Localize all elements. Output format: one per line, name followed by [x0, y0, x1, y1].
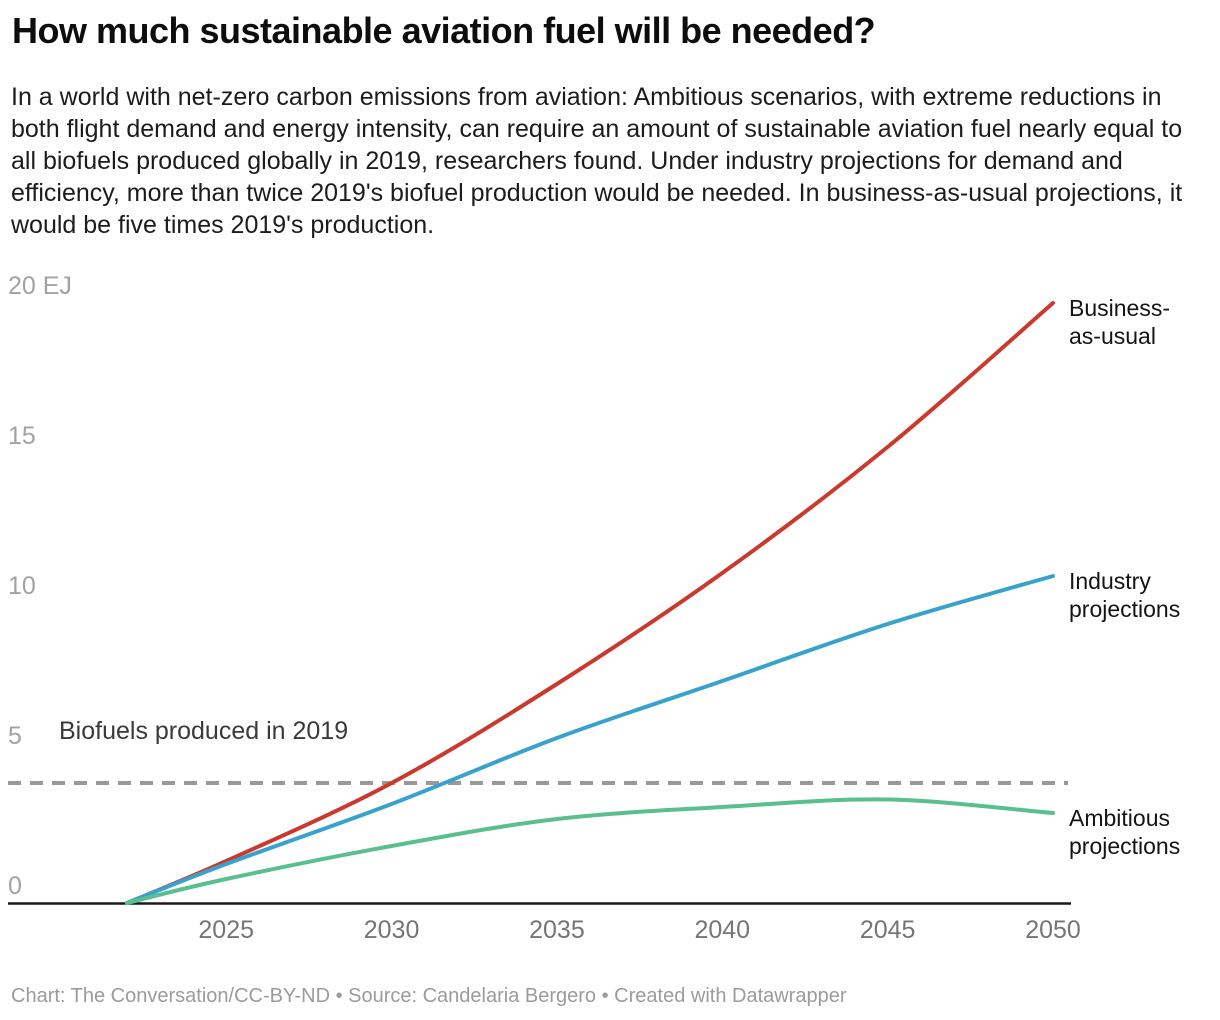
series-label-industry-projections: Industry projections [1069, 567, 1180, 623]
reference-line-label: Biofuels produced in 2019 [59, 717, 349, 745]
footer-credit: Chart: The Conversation/CC-BY-ND • Sourc… [11, 985, 847, 1007]
series-label-ambitious-projections: Ambitious projections [1069, 804, 1180, 860]
x-axis-tick-2025: 2025 [198, 916, 255, 944]
chart-description: In a world with net-zero carbon emission… [11, 83, 1183, 239]
y-axis-tick-5: 5 [8, 722, 22, 750]
y-axis-tick-15: 15 [8, 422, 36, 450]
x-axis-tick-2040: 2040 [694, 916, 751, 944]
x-axis-tick-2035: 2035 [529, 916, 585, 944]
series-line-business-as-usual [125, 301, 1055, 905]
series-label-line: as-usual [1069, 323, 1156, 349]
x-axis-tick-2045: 2045 [859, 916, 916, 944]
chart-title: How much sustainable aviation fuel will … [12, 10, 876, 51]
x-axis-tick-2050: 2050 [1025, 916, 1081, 944]
x-axis-tick-2030: 2030 [363, 916, 420, 944]
y-axis-tick-10: 10 [8, 572, 36, 600]
series-label-line: Ambitious [1069, 805, 1170, 831]
series-label-line: projections [1069, 833, 1181, 859]
y-axis-tick-0: 0 [8, 872, 22, 900]
y-axis-tick-20: 20 EJ [8, 272, 72, 300]
series-label-business-as-usual: Business-as-usual [1069, 294, 1170, 350]
series-label-line: Business- [1069, 295, 1170, 321]
series-label-line: projections [1069, 596, 1181, 622]
series-label-line: Industry [1069, 568, 1151, 594]
series-line-ambitious-projections [125, 797, 1055, 905]
